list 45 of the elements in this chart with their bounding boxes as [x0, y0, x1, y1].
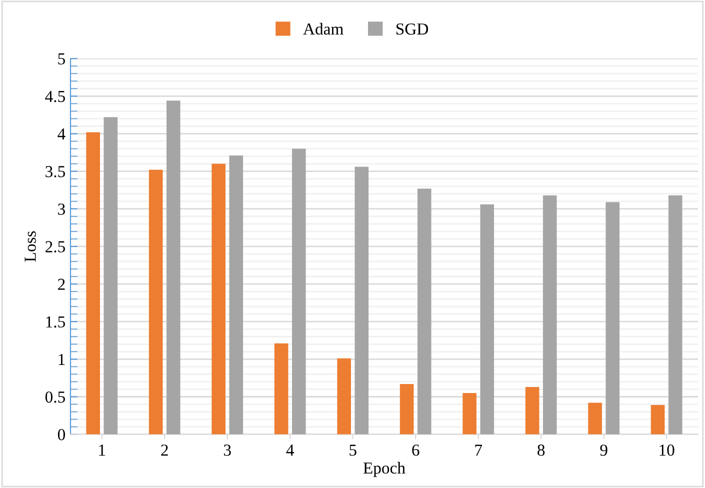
bar: [148, 170, 163, 434]
x-tick-label: 1: [99, 444, 106, 456]
x-tick-label: 5: [350, 444, 356, 456]
bar: [229, 156, 244, 434]
x-tick-label: 2: [161, 444, 168, 456]
legend-label: SGD: [396, 23, 428, 35]
y-tick-label: 3: [58, 204, 65, 215]
y-axis-title: Loss: [24, 231, 36, 262]
bar: [606, 202, 620, 434]
x-tick-label: 3: [224, 444, 231, 456]
bar: [480, 204, 494, 434]
x-tick-label: 8: [538, 444, 545, 456]
bar: [400, 384, 414, 434]
bar: [542, 195, 557, 434]
bar: [588, 402, 602, 434]
y-tick-label: 3.5: [46, 166, 65, 178]
bar: [212, 164, 226, 434]
x-tick-label: 4: [286, 444, 294, 456]
bar: [86, 132, 100, 434]
y-tick-label: 4: [58, 128, 66, 140]
bar: [166, 100, 180, 434]
y-tick-label: 2: [58, 278, 65, 290]
bar: [650, 405, 665, 434]
y-tick-label: 0: [58, 429, 66, 440]
x-axis-title: Epoch: [363, 462, 406, 478]
bar: [274, 343, 288, 434]
y-tick-label: 1: [58, 354, 65, 365]
bar: [292, 148, 306, 434]
bar: [337, 358, 351, 434]
legend-label: Adam: [303, 22, 344, 35]
bar: [462, 392, 476, 434]
y-tick-label: 2.5: [46, 241, 65, 252]
bar: [354, 166, 369, 434]
y-tick-label: 5: [58, 53, 65, 65]
bar: [525, 386, 540, 434]
y-tick-label: 0.5: [45, 391, 65, 403]
y-tick-label: 1.5: [46, 316, 65, 328]
y-tick-label: 4.5: [45, 90, 65, 102]
bar: [668, 195, 682, 434]
x-tick-label: 7: [475, 444, 482, 456]
bar: [417, 188, 432, 434]
x-tick-label: 9: [600, 444, 608, 456]
x-tick-label: 6: [412, 444, 420, 456]
bar: [104, 117, 118, 434]
x-tick-label: 10: [660, 444, 674, 456]
